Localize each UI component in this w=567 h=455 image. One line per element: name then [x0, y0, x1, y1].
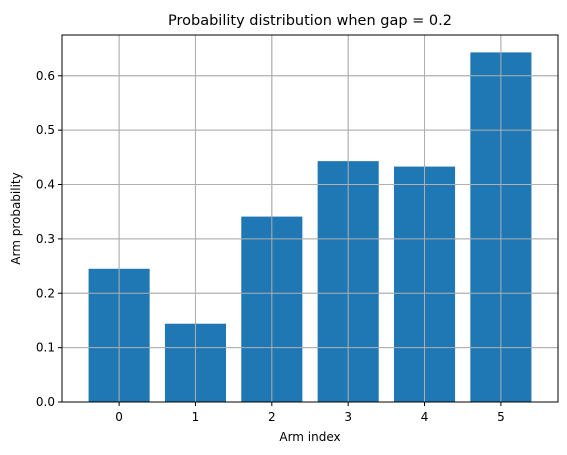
- y-tick-label: 0.4: [36, 178, 55, 192]
- y-tick-label: 0.5: [36, 123, 55, 137]
- x-axis-ticks: 0 1 2 3 4 5: [115, 402, 505, 424]
- x-tick-label: 3: [344, 410, 352, 424]
- y-axis-label: Arm probability: [9, 172, 23, 264]
- y-tick-label: 0.2: [36, 286, 55, 300]
- y-tick-label: 0.1: [36, 341, 55, 355]
- x-tick-label: 5: [497, 410, 505, 424]
- x-axis-label: Arm index: [279, 430, 340, 444]
- y-tick-label: 0.0: [36, 395, 55, 409]
- grid-overlay: [62, 35, 558, 403]
- y-axis-ticks: 0.0 0.1 0.2 0.3 0.4 0.5 0.6: [36, 69, 62, 409]
- plot-frame: [61, 34, 559, 403]
- x-tick-label: 4: [421, 410, 429, 424]
- bars: [88, 52, 532, 402]
- y-tick-label: 0.6: [36, 69, 55, 83]
- chart-title: Probability distribution when gap = 0.2: [168, 13, 452, 29]
- x-tick-label: 1: [192, 410, 200, 424]
- y-tick-label: 0.3: [36, 232, 55, 246]
- x-tick-label: 2: [268, 410, 276, 424]
- x-tick-label: 0: [115, 410, 123, 424]
